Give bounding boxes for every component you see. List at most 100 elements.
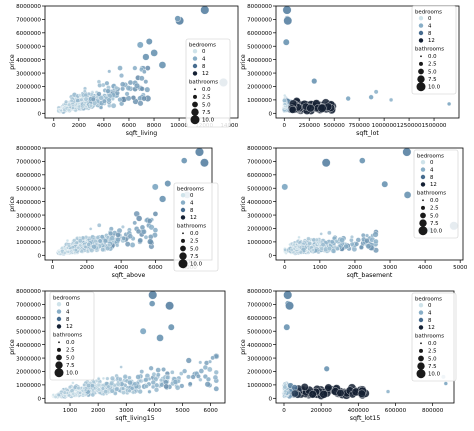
- scatter-point: [127, 79, 134, 86]
- scatter-point: [385, 389, 391, 394]
- scatter-point: [76, 245, 81, 250]
- scatter-point: [155, 372, 161, 378]
- legend-size-title: bathrooms: [415, 334, 444, 340]
- scatter-point: [105, 88, 111, 94]
- legend-hue-title: bedrooms: [189, 43, 216, 49]
- scatter-point: [150, 49, 158, 57]
- scatter-point: [66, 107, 71, 113]
- scatter-point: [159, 195, 167, 203]
- scatter-point: [138, 378, 143, 383]
- legend-hue-label: 8: [428, 318, 432, 324]
- legend-size-title: bathrooms: [189, 80, 218, 86]
- x-tick-label: 6000: [148, 265, 163, 271]
- legend-hue-title: bedrooms: [415, 10, 442, 16]
- scatter-point: [297, 235, 301, 239]
- legend-hue-title: bedrooms: [53, 296, 80, 302]
- scatter-point: [106, 384, 111, 389]
- legend-size-marker: [180, 245, 186, 252]
- scatter-point: [443, 381, 448, 386]
- legend-hue-label: 4: [202, 56, 206, 62]
- scatter-point: [83, 388, 88, 393]
- scatter-point: [212, 374, 219, 381]
- legend-hue-marker: [418, 317, 424, 323]
- x-tick-label: 3000: [119, 408, 134, 414]
- scatter-point: [174, 384, 181, 391]
- scatter-point: [109, 388, 115, 394]
- legend-size-label: 10.0: [66, 371, 79, 377]
- legend-hue-label: 8: [66, 317, 70, 323]
- scatter-point: [117, 65, 123, 71]
- x-tick-label: 2000: [348, 265, 363, 271]
- scatter-point: [187, 381, 193, 387]
- scatter-point: [359, 157, 366, 164]
- scatter-point: [90, 392, 96, 398]
- y-tick-label: 0: [268, 112, 272, 118]
- scatter-point: [164, 180, 172, 187]
- scatter-point: [388, 97, 394, 103]
- y-axis-label: price: [240, 339, 247, 355]
- scatter-point: [96, 382, 101, 388]
- scatter-point: [200, 158, 209, 168]
- y-tick-label: 5000000: [16, 44, 41, 50]
- legend-size-label: 2.5: [428, 62, 437, 68]
- scatter-point: [105, 376, 110, 381]
- scatter-point: [319, 232, 323, 236]
- y-tick-label: 5000000: [16, 186, 41, 192]
- x-tick-label: 4000: [147, 408, 162, 414]
- scatter-point: [76, 101, 81, 106]
- scatter-point: [143, 234, 149, 240]
- subplot-2: 0100000020000003000000400000050000006000…: [240, 4, 460, 137]
- legend-hue-label: 12: [66, 324, 73, 330]
- scatter-point: [339, 237, 345, 243]
- y-tick-label: 2000000: [16, 370, 41, 376]
- x-axis-label: sqft_lot: [356, 130, 379, 137]
- scatter-point: [161, 367, 166, 372]
- scatter-point: [345, 95, 351, 102]
- legend-hue-marker: [180, 200, 186, 205]
- x-tick-label: 10000: [170, 123, 188, 129]
- subplot-6: 0100000020000003000000400000050000006000…: [240, 289, 457, 422]
- legend-hue-label: 12: [428, 325, 435, 331]
- legend-size-label: 10.0: [190, 262, 203, 268]
- legend-size-label: 2.5: [202, 95, 211, 101]
- y-tick-label: 2000000: [16, 85, 41, 91]
- scatter-point: [67, 243, 72, 248]
- legend-size-label: 7.5: [428, 364, 437, 370]
- legend-size-marker: [57, 347, 61, 352]
- scatter-point: [137, 100, 144, 107]
- scatter-point: [291, 389, 299, 398]
- scatter-point: [357, 389, 366, 398]
- scatter-point: [181, 157, 188, 164]
- x-axis-label: sqft_above: [112, 272, 146, 279]
- x-tick-label: 600000: [385, 408, 407, 414]
- scatter-point: [109, 375, 116, 381]
- scatter-point: [151, 183, 159, 191]
- x-tick-label: 4000: [114, 265, 129, 271]
- scatter-point: [65, 238, 70, 243]
- legend-hue-marker: [418, 16, 424, 21]
- y-tick-label: 8000000: [247, 146, 272, 152]
- scatter-point: [198, 360, 203, 365]
- scatter-point: [381, 180, 389, 188]
- legend-hue-marker: [418, 30, 424, 36]
- scatter-point: [135, 374, 141, 380]
- legend-size-marker: [416, 369, 426, 379]
- y-tick-label: 5000000: [16, 329, 41, 335]
- scatter-point: [335, 246, 340, 251]
- y-tick-label: 3000000: [16, 213, 41, 219]
- scatter-point: [113, 85, 119, 91]
- y-tick-label: 5000000: [247, 329, 272, 335]
- scatter-point: [127, 379, 133, 386]
- scatter-point: [89, 247, 95, 253]
- scatter-point: [372, 231, 379, 238]
- scatter-point: [91, 379, 96, 384]
- legend-hue-label: 4: [430, 167, 434, 173]
- x-tick-label: 1000: [313, 265, 328, 271]
- scatter-point: [105, 245, 111, 251]
- legend-hue-label: 4: [66, 309, 70, 315]
- x-tick-label: 1000000: [372, 123, 397, 129]
- y-tick-label: 7000000: [16, 18, 41, 24]
- legend-size-marker: [417, 75, 425, 83]
